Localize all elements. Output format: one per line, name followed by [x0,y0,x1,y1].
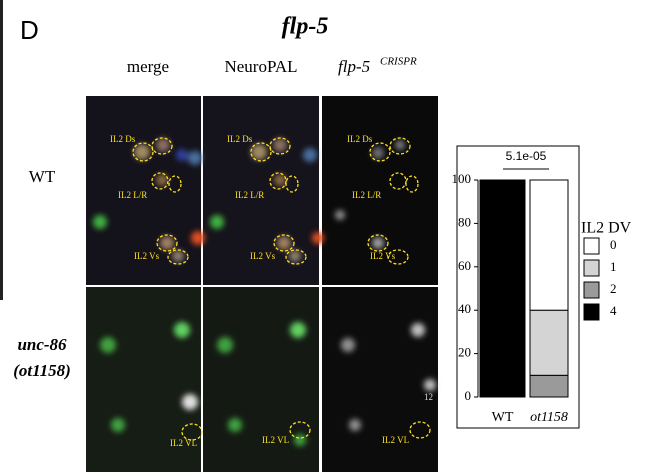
legend-swatch [584,238,599,254]
image-label: IL2 L/R [352,190,381,200]
image-label: IL2 Ds [347,134,373,144]
image-grid: IL2 Ds IL2 L/R IL2 Vs IL2 Ds IL2 L/R IL2… [86,96,438,472]
bar-segment [530,375,568,397]
legend-label: 0 [610,237,617,252]
legend-swatch [584,282,599,298]
image-label: IL2 L/R [235,190,264,200]
image-label: IL2 L/R [118,190,147,200]
column-superscript: CRISPR [380,56,417,68]
y-tick-label: 60 [458,258,471,273]
y-tick-label: 80 [458,214,471,229]
bar-segment [530,180,568,310]
x-tick-label: WT [492,410,514,425]
legend-label: 2 [610,281,617,296]
y-tick-label: 100 [452,171,472,186]
row-label: (ot1158) [13,361,71,380]
panel-title: flp-5 [282,14,329,40]
image-label: IL2 Vs [370,251,396,261]
row-label: WT [29,167,56,186]
y-tick-label: 40 [458,301,471,316]
image-label: IL2 VL [262,435,289,445]
bar-segment [480,180,525,397]
image-label: IL2 Vs [134,251,160,261]
bar-segment [530,310,568,375]
image-label: IL2 Ds [227,134,253,144]
image-label: IL2 Ds [110,134,136,144]
legend-swatch [584,304,599,320]
image-label: IL2 VL [170,438,197,448]
legend-label: 1 [610,259,617,274]
figure: D flp-5 merge NeuroPAL flp-5 CRISPR WT u… [0,0,656,472]
legend-title: IL2 DV [581,220,632,237]
y-tick-label: 0 [465,388,472,403]
column-label: merge [127,57,169,76]
image-label: 12 [424,392,433,402]
image-label: IL2 VL [382,435,409,445]
column-label: NeuroPAL [224,57,297,76]
y-tick-label: 20 [458,345,471,360]
panel-letter: D [20,15,39,45]
x-tick-label: ot1158 [530,410,568,425]
legend-label: 4 [610,303,617,318]
p-value: 5.1e-05 [506,149,547,163]
image-label: IL2 Vs [250,251,276,261]
row-label: unc-86 [17,335,67,354]
crop-edge [0,0,3,300]
legend-swatch [584,260,599,276]
column-label: flp-5 [338,57,370,76]
